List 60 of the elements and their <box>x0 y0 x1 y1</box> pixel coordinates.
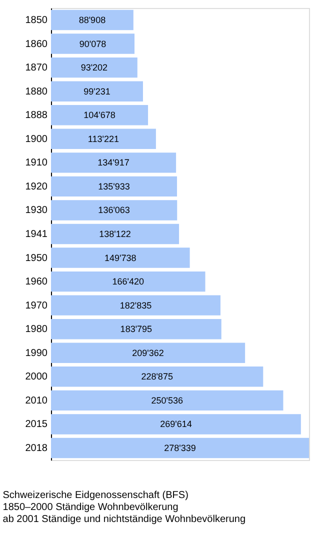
bar <box>51 176 177 197</box>
y-tick-label: 1900 <box>25 134 48 145</box>
data-label: 99'231 <box>84 86 110 96</box>
data-label: 136'063 <box>98 205 130 216</box>
y-tick-label: 1860 <box>25 38 48 50</box>
y-tick-label: 1990 <box>25 348 48 359</box>
bar <box>51 342 246 363</box>
y-tick-label: 1870 <box>25 62 48 74</box>
data-label: 135'933 <box>98 181 130 192</box>
data-label: 138'122 <box>99 229 131 239</box>
bar <box>51 248 190 268</box>
y-tick-label: 1850 <box>25 15 48 26</box>
bar <box>51 34 134 54</box>
y-tick-label: 1910 <box>25 158 48 169</box>
y-tick-label: 1941 <box>25 229 48 240</box>
data-label: 113'221 <box>88 134 120 144</box>
y-tick-label: 1980 <box>25 324 48 336</box>
y-tick-label: 1970 <box>25 300 48 312</box>
bar <box>51 81 143 102</box>
data-label: 228'875 <box>141 372 173 382</box>
bar <box>51 105 148 126</box>
bar <box>51 319 222 340</box>
data-label: 90'078 <box>79 38 106 49</box>
data-label: 104'678 <box>84 110 116 120</box>
data-label: 278'339 <box>164 442 196 453</box>
y-tick-label: 1880 <box>25 86 48 98</box>
data-label: 209'362 <box>132 348 164 358</box>
y-tick-label: 2010 <box>25 395 48 406</box>
y-tick-label: 1950 <box>25 252 48 264</box>
data-label: 88'908 <box>78 15 106 26</box>
text: ab 2001 Ständige und nichtständige Wohnbevölkerung <box>2 514 246 525</box>
text: 1850–2000 Ständige Wohnbevölkerung <box>2 502 178 513</box>
bar <box>51 438 309 458</box>
data-label: 269'614 <box>160 419 192 430</box>
y-tick-label: 2000 <box>25 372 48 383</box>
bar <box>51 224 180 244</box>
text: Schweizerische Eidgenossenschaft (BFS) <box>2 490 188 501</box>
bar <box>51 152 176 173</box>
data-label: 183'795 <box>120 324 152 334</box>
bar <box>51 10 134 30</box>
y-tick-label: 2015 <box>25 419 48 430</box>
bar <box>51 200 178 220</box>
bar <box>51 414 301 434</box>
data-label: 134'917 <box>98 158 130 168</box>
data-label: 149'738 <box>104 252 136 263</box>
bar <box>51 366 264 387</box>
data-label: 250'536 <box>151 395 183 406</box>
bar <box>51 390 284 411</box>
bar <box>51 57 138 78</box>
bar <box>51 271 206 292</box>
y-tick-label: 1920 <box>25 181 48 192</box>
data-label: 182'835 <box>120 300 152 310</box>
y-tick-label: 1930 <box>25 205 48 216</box>
bar <box>51 128 156 149</box>
y-tick-label: 1888 <box>25 110 48 122</box>
data-label: 93'202 <box>80 62 108 73</box>
bar <box>51 295 220 316</box>
y-tick-label: 2018 <box>25 442 48 454</box>
y-tick-label: 1960 <box>25 276 48 288</box>
data-label: 166'420 <box>112 276 144 287</box>
